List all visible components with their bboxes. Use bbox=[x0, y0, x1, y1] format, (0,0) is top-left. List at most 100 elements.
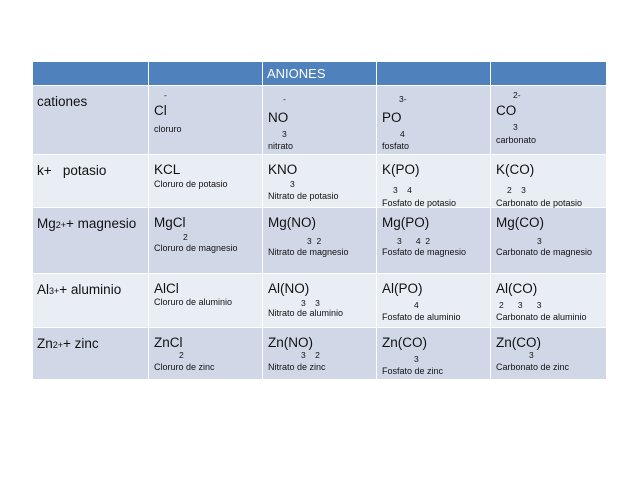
anions-title: ANIONES bbox=[262, 61, 377, 86]
salt-subscripts: 2 3 3 bbox=[499, 300, 542, 310]
salt-formula: Al(CO) bbox=[496, 281, 538, 296]
cation-symbol: Mg bbox=[37, 216, 56, 231]
salt-cell: Al(PO) 4 Fosfato de aluminio bbox=[376, 273, 491, 328]
anion-subscript: 3 bbox=[282, 129, 287, 139]
salt-formula: K(CO) bbox=[496, 162, 535, 177]
salt-name: Fosfato de potasio bbox=[382, 198, 457, 208]
salt-cell: K(PO) 3 4 Fosfato de potasio bbox=[376, 154, 491, 208]
cation-charge: 2+ bbox=[52, 340, 64, 350]
salt-cell: K(CO) 2 3 Carbonato de potasio bbox=[490, 154, 607, 208]
cation-row-zinc: Zn2++ zinc ZnCl 2 Cloruro de zinc Zn(NO)… bbox=[32, 327, 607, 380]
salt-cell: AlCl Cloruro de aluminio bbox=[148, 273, 263, 328]
anion-cell-chloride: - Cl cloruro bbox=[148, 85, 263, 155]
salt-cell: Al(CO) 2 3 3 Carbonato de aluminio bbox=[490, 273, 607, 328]
salt-formula: AlCl bbox=[154, 281, 179, 296]
salt-name: Fosfato de aluminio bbox=[382, 312, 461, 322]
salt-name: Nitrato de potasio bbox=[268, 191, 339, 201]
anion-name: cloruro bbox=[154, 124, 182, 134]
anion-formula: Cl bbox=[154, 103, 167, 118]
salt-formula: Mg(NO) bbox=[268, 215, 316, 230]
salt-formula: K(PO) bbox=[382, 162, 420, 177]
anion-charge: - bbox=[164, 90, 167, 100]
cation-label: Mg2++ magnesio bbox=[37, 216, 137, 231]
salt-name: Nitrato de aluminio bbox=[268, 308, 344, 318]
salt-subscripts: 3 4 bbox=[393, 185, 412, 195]
anions-row: cationes - Cl cloruro - NO 3 nitrato 3- … bbox=[32, 85, 607, 155]
salts-table: ANIONES cationes - Cl cloruro - NO 3 nit… bbox=[32, 61, 607, 380]
salt-subscripts: 3 2 bbox=[301, 350, 320, 360]
anion-cell-carbonate: 2- CO 3 carbonato bbox=[490, 85, 607, 155]
salt-name: Carbonato de zinc bbox=[496, 362, 570, 372]
cation-row-potassium: k+ potasio KCL Cloruro de potasio KNO 3 … bbox=[32, 154, 607, 208]
salt-subscripts: 3 bbox=[529, 350, 534, 360]
salt-cell: Zn(CO) 3 Fosfato de zinc bbox=[376, 327, 491, 380]
header-blank-cell bbox=[376, 61, 491, 86]
cation-name: potasio bbox=[62, 163, 107, 178]
cation-cell: Al3++ aluminio bbox=[32, 273, 149, 328]
salt-formula: Mg(CO) bbox=[496, 215, 544, 230]
anion-subscript: 4 bbox=[400, 129, 405, 139]
salt-formula: Zn(CO) bbox=[382, 335, 427, 350]
salt-formula: Al(PO) bbox=[382, 281, 423, 296]
header-blank-cell bbox=[32, 61, 149, 86]
salt-subscripts: 3 bbox=[414, 354, 419, 364]
salt-formula: KCL bbox=[154, 162, 181, 177]
cation-cell: Mg2++ magnesio bbox=[32, 207, 149, 274]
salt-name: Nitrato de zinc bbox=[268, 362, 326, 372]
header-blank-cell bbox=[490, 61, 607, 86]
cation-cell: Zn2++ zinc bbox=[32, 327, 149, 380]
salt-subscripts: 2 bbox=[183, 232, 188, 242]
anion-name: fosfato bbox=[382, 141, 410, 151]
salt-subscripts: 4 bbox=[414, 300, 419, 310]
salt-cell: Mg(PO) 3 4 2 Fosfato de magnesio bbox=[376, 207, 491, 274]
anion-formula: CO bbox=[496, 103, 517, 118]
salt-name: Nitrato de magnesio bbox=[268, 247, 349, 257]
salt-cell: Mg(NO) 3 2 Nitrato de magnesio bbox=[262, 207, 377, 274]
salt-formula: MgCl bbox=[154, 215, 186, 230]
salt-formula: KNO bbox=[268, 162, 298, 177]
salt-formula: Zn(CO) bbox=[496, 335, 541, 350]
anion-subscript: 3 bbox=[513, 122, 518, 132]
salt-formula: Al(NO) bbox=[268, 281, 310, 296]
cation-symbol: k+ bbox=[37, 163, 52, 178]
salt-name: Cloruro de zinc bbox=[154, 362, 215, 372]
salt-name: Cloruro de magnesio bbox=[154, 243, 238, 253]
salt-name: Cloruro de potasio bbox=[154, 179, 228, 189]
cation-name: zinc bbox=[74, 336, 99, 351]
salt-cell: KNO 3 Nitrato de potasio bbox=[262, 154, 377, 208]
cation-row-aluminium: Al3++ aluminio AlCl Cloruro de aluminio … bbox=[32, 273, 607, 328]
salt-cell: KCL Cloruro de potasio bbox=[148, 154, 263, 208]
cation-symbol: Zn bbox=[37, 336, 53, 351]
anion-charge: - bbox=[283, 94, 286, 104]
cation-cell: k+ potasio bbox=[32, 154, 149, 208]
salt-formula: ZnCl bbox=[154, 335, 183, 350]
cation-row-magnesium: Mg2++ magnesio MgCl 2 Cloruro de magnesi… bbox=[32, 207, 607, 274]
salt-formula: Mg(PO) bbox=[382, 215, 430, 230]
header-row: ANIONES bbox=[32, 61, 607, 86]
cation-label: Al3++ aluminio bbox=[37, 282, 122, 297]
salt-name: Carbonato de aluminio bbox=[496, 312, 587, 322]
salt-cell: Al(NO) 3 3 Nitrato de aluminio bbox=[262, 273, 377, 328]
salt-subscripts: 3 2 bbox=[307, 236, 322, 246]
cation-label: Zn2++ zinc bbox=[37, 336, 99, 351]
salt-name: Cloruro de aluminio bbox=[154, 297, 233, 307]
header-blank-cell bbox=[148, 61, 263, 86]
anion-charge: 2- bbox=[513, 90, 521, 100]
salt-cell: Zn(NO) 3 2 Nitrato de zinc bbox=[262, 327, 377, 380]
anion-formula: NO bbox=[268, 110, 289, 125]
salt-cell: ZnCl 2 Cloruro de zinc bbox=[148, 327, 263, 380]
anion-name: nitrato bbox=[268, 141, 294, 151]
cation-charge: 3+ bbox=[49, 286, 60, 296]
anion-name: carbonato bbox=[496, 135, 537, 145]
salt-cell: Zn(CO) 3 Carbonato de zinc bbox=[490, 327, 607, 380]
anion-charge: 3- bbox=[399, 94, 407, 104]
salt-subscripts: 3 3 bbox=[301, 298, 320, 308]
cation-label: k+ potasio bbox=[37, 163, 106, 178]
salt-subscripts: 3 bbox=[537, 236, 542, 246]
salt-formula: Zn(NO) bbox=[268, 335, 313, 350]
cation-name: magnesio bbox=[77, 216, 137, 231]
anion-cell-nitrate: - NO 3 nitrato bbox=[262, 85, 377, 155]
salt-cell: Mg(CO) 3 Carbonato de magnesio bbox=[490, 207, 607, 274]
salt-subscripts: 3 4 2 bbox=[397, 236, 431, 246]
cations-label-cell: cationes bbox=[32, 85, 149, 155]
